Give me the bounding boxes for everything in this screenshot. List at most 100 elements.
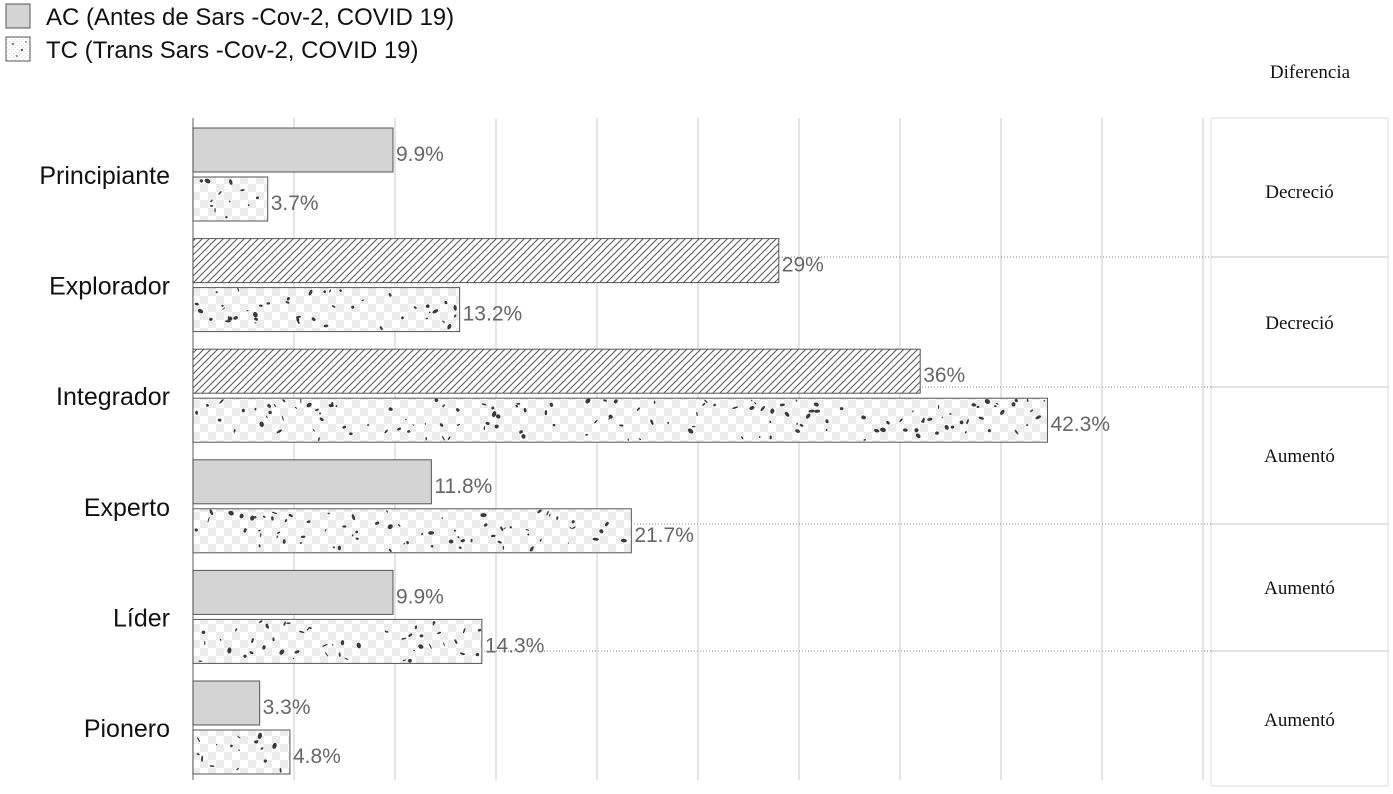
bar-tc-speckle: [267, 403, 272, 408]
bar-tc-speckle: [355, 530, 359, 534]
bar-tc-speckle: [272, 637, 275, 642]
bar-tc-speckle: [271, 516, 274, 521]
bar-tc-speckle: [519, 430, 523, 434]
bar-tc-speckle: [283, 621, 286, 626]
bar-tc-speckle: [263, 759, 267, 763]
bar-tc-speckle: [351, 534, 354, 537]
bar-tc-speckle: [899, 418, 903, 422]
category-labels: Principiante Explorador Integrador Experto L…: [39, 162, 170, 743]
bar-tc-speckle: [299, 542, 302, 544]
bar-tc-speckle: [620, 538, 627, 543]
bar-tc-speckle: [453, 529, 457, 532]
category-label: Explorador: [49, 273, 170, 301]
bar-tc-speckle: [251, 638, 254, 644]
bar-tc-speckle: [470, 538, 473, 543]
bar-tc-speckle: [454, 639, 458, 644]
bar-tc-outline: [192, 508, 632, 554]
bar-tc-speckle: [240, 189, 245, 192]
bar-tc-speckle: [272, 742, 277, 749]
bar-tc-speckle: [401, 316, 404, 320]
bar-tc-speckle: [750, 399, 753, 402]
bar-tc-speckle: [419, 634, 424, 638]
bar-tc-speckle: [298, 630, 305, 634]
bar-tc-speckle: [292, 657, 295, 660]
bar-tc-speckle: [503, 527, 506, 530]
bar-tc-speckle: [216, 743, 218, 746]
bar-tc-speckle: [447, 436, 451, 441]
bar-tc-speckle: [294, 650, 300, 654]
bar-tc-speckle: [401, 637, 407, 640]
bar-tc-speckle: [425, 317, 428, 320]
bar-tc-speckle: [312, 429, 315, 432]
bar-tc-speckle: [329, 289, 332, 293]
bar-tc-speckle: [237, 287, 240, 292]
category-label: Líder: [113, 604, 170, 632]
bar-tc-speckle: [210, 199, 213, 203]
bar-tc-speckle: [413, 649, 416, 652]
bar-tc-speckle: [406, 540, 409, 545]
bar-tc-speckle: [225, 216, 228, 219]
bar-tc-speckle: [265, 623, 270, 629]
bar-tc-speckle: [813, 402, 819, 407]
bar-tc-speckle: [950, 425, 955, 429]
bar-tc-speckle: [196, 753, 200, 756]
bar-tc-speckle: [941, 416, 944, 419]
difference-cell: Decreció: [1265, 182, 1334, 203]
bar-tc-speckle: [572, 526, 576, 530]
bar-tc-speckle: [502, 545, 505, 550]
bar-tc-speckle: [971, 403, 977, 407]
bar-tc-speckle: [402, 659, 407, 662]
bar-tc-speckle: [605, 521, 609, 527]
bar-tc-speckle: [258, 544, 261, 548]
bar-tc-speckle: [530, 546, 535, 549]
bar-tc-speckle: [443, 642, 445, 647]
bar-tc-speckle: [475, 652, 480, 657]
bar-tc-speckle: [217, 418, 222, 422]
bar-tc-speckle: [315, 408, 319, 412]
bar-tc-speckle: [384, 429, 388, 434]
bar-tc-speckle: [444, 300, 448, 305]
bar-tc-speckle: [483, 523, 488, 527]
bar-tc-speckle: [408, 658, 412, 663]
bar-tc-speckle: [571, 520, 575, 524]
bar-tc-speckle: [258, 304, 263, 307]
bar-tc-speckle: [197, 737, 201, 743]
bar-ac: [192, 680, 261, 726]
bar-tc-speckle: [594, 419, 598, 424]
bar-tc-speckle: [227, 647, 232, 654]
bar-tc-speckle: [490, 534, 496, 538]
difference-header: Diferencia: [1270, 62, 1351, 83]
bar-tc-speckle: [494, 424, 499, 429]
data-label-ac: 3.3%: [263, 696, 311, 719]
bar-tc-speckle: [228, 200, 231, 203]
data-label-tc: 42.3%: [1050, 413, 1110, 436]
bar-tc-outline: [192, 729, 291, 775]
bar-tc-speckle: [696, 411, 698, 417]
difference-cell: Aumentó: [1264, 578, 1335, 599]
bar-tc-speckle: [964, 430, 967, 434]
bar-tc-speckle: [387, 524, 393, 530]
bar-tc-speckle: [281, 415, 284, 421]
bar-tc-speckle: [332, 546, 335, 549]
bar-tc-speckle: [492, 411, 497, 418]
bar-tc-speckle: [425, 436, 428, 441]
bar-tc-speckle: [253, 311, 258, 318]
bar-tc-speckle: [741, 436, 744, 440]
bar-tc-speckle: [349, 432, 353, 436]
difference-table-border: [1210, 117, 1389, 787]
bar-tc-speckle: [204, 178, 211, 184]
bar-tc-speckle: [201, 630, 206, 635]
category-label: Pionero: [84, 715, 170, 743]
bar-tc-speckle: [552, 423, 556, 427]
bar-tc-speckle: [285, 301, 290, 304]
bar-tc-speckle: [412, 424, 415, 426]
bar-tc-speckle: [914, 428, 919, 433]
bar-tc-speckle: [459, 652, 466, 656]
bar-tc-speckle: [262, 645, 266, 650]
bar-tc-speckle: [276, 535, 279, 538]
bar-tc-speckle: [491, 406, 495, 410]
bar-tc-speckle: [405, 418, 407, 421]
bar-tc-speckle: [1011, 402, 1016, 407]
